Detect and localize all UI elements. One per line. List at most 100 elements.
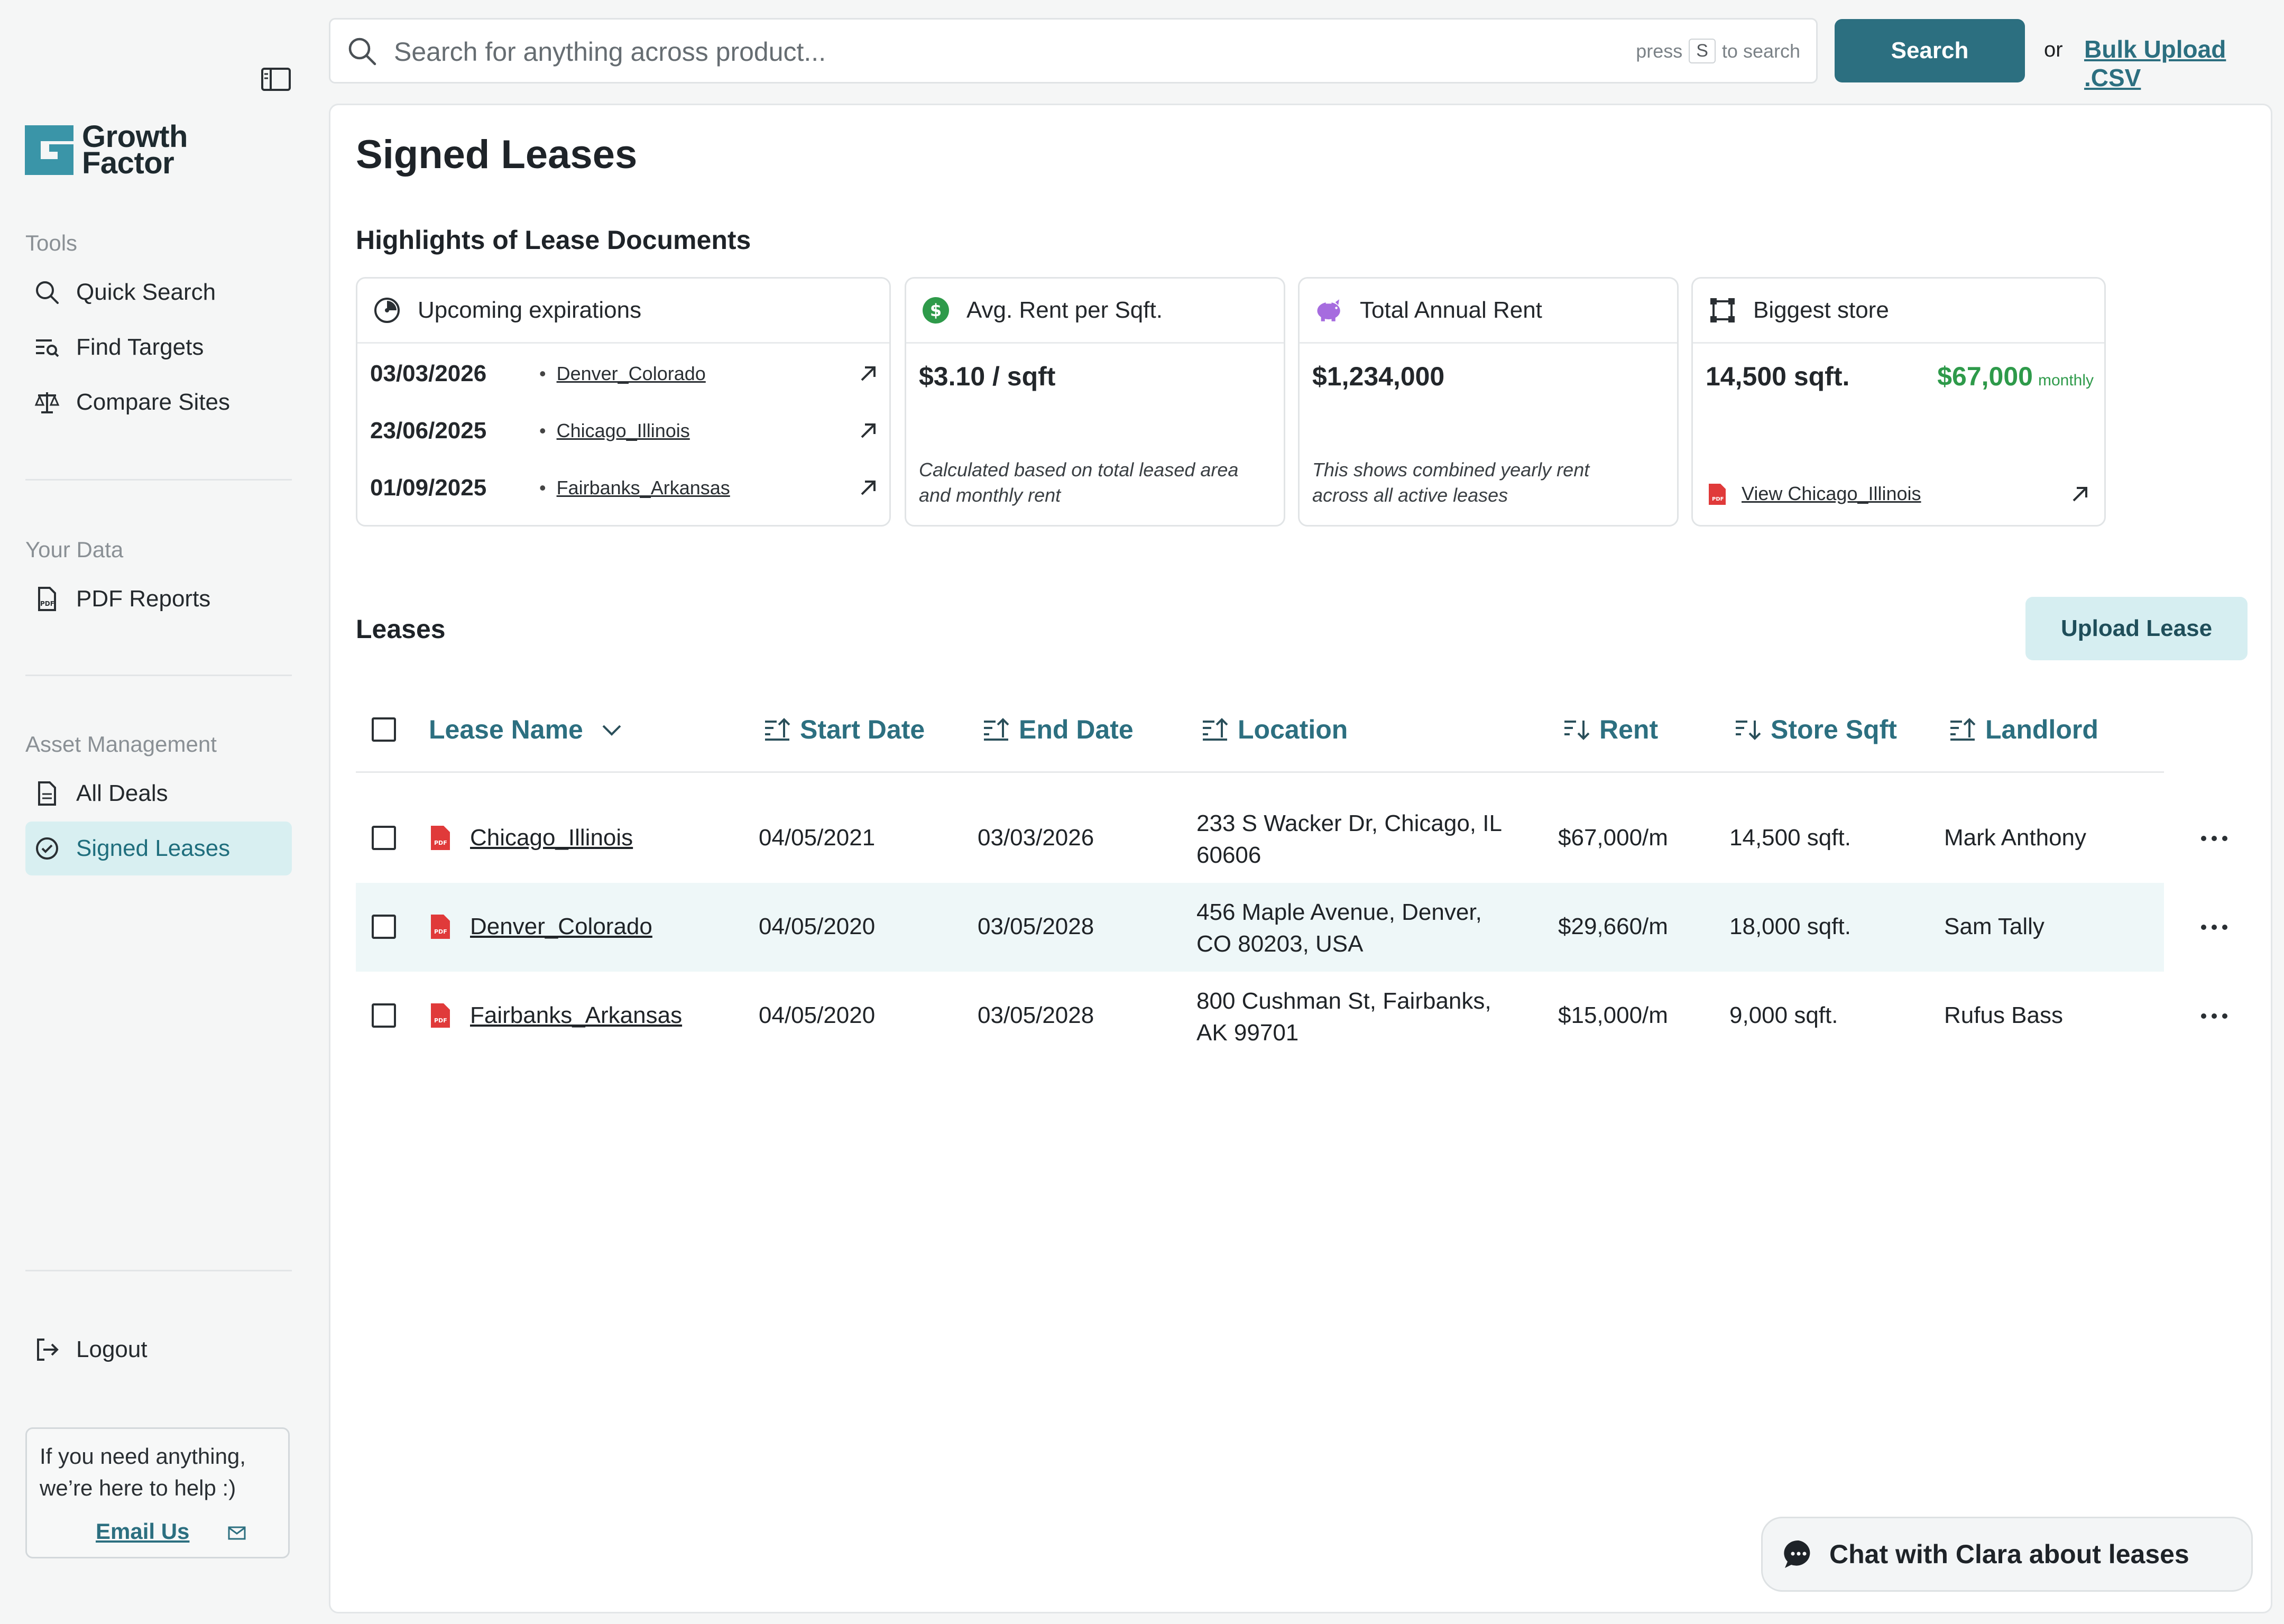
note-line: Calculated based on total leased area [919,459,1239,481]
sidebar-item-label: Compare Sites [76,389,231,415]
svg-text:PDF: PDF [1712,496,1724,502]
sidebar-item-compare-sites[interactable]: Compare Sites [25,375,292,429]
nav-section-asset-management: Asset Management [25,732,217,756]
leases-table-header: Lease Name Start Date End Date Location … [356,687,2164,773]
table-row[interactable]: PDF Denver_Colorado 04/05/2020 03/05/202… [356,883,2227,972]
note-line: This shows combined yearly rent [1312,459,1590,481]
page-title: Signed Leases [356,132,638,177]
sidebar-item-label: PDF Reports [76,586,211,612]
dollar-circle-icon: $ [921,296,951,325]
nav-section-your-data: Your Data [25,537,124,562]
expiration-lease-link[interactable]: Fairbanks_Arkansas [556,477,730,499]
column-header-label: Lease Name [429,715,583,744]
svg-text:PDF: PDF [434,1017,447,1024]
expiration-lease-link[interactable]: Denver_Colorado [556,363,706,384]
sidebar-item-all-deals[interactable]: All Deals [25,767,292,820]
annual-rent-note: This shows combined yearly rent across a… [1312,457,1589,508]
column-header-label: Rent [1599,715,1659,744]
logo-text-line2: Factor [82,146,174,180]
start-date-cell: 04/05/2020 [759,914,876,939]
svg-text:$: $ [930,300,942,320]
lease-name-link[interactable]: Denver_Colorado [470,914,652,939]
pdf-icon: PDF [1708,483,1727,506]
help-box: If you need anything, we’re here to help… [25,1427,290,1558]
note-line: across all active leases [1312,484,1508,506]
sidebar: Growth Factor Tools Quick Search Find Ta… [0,0,317,1624]
lease-name-link[interactable]: Chicago_Illinois [470,825,633,851]
row-checkbox[interactable] [372,826,396,850]
open-arrow-icon[interactable] [859,364,878,383]
svg-text:PDF: PDF [434,839,447,846]
column-header-end-date[interactable]: End Date [982,711,1134,748]
card-title: Upcoming expirations [418,297,642,323]
view-biggest-store-link[interactable]: View Chicago_Illinois [1742,483,1921,504]
sidebar-item-pdf-reports[interactable]: PDF PDF Reports [25,572,292,626]
select-all-checkbox[interactable] [372,717,396,742]
search-button[interactable]: Search [1835,19,2025,82]
column-header-start-date[interactable]: Start Date [763,711,925,748]
app-logo[interactable]: Growth Factor [25,119,188,180]
sidebar-item-label: Signed Leases [76,835,231,861]
start-date-cell: 04/05/2020 [759,1002,876,1028]
email-us-link[interactable]: Email Us [96,1519,190,1544]
biggest-store-sqft: 14,500 sqft. [1706,362,1850,391]
table-row[interactable]: PDF Fairbanks_Arkansas 04/05/2020 03/05/… [356,972,2227,1060]
note-line: and monthly rent [919,484,1061,506]
logout-button[interactable]: Logout [25,1323,292,1377]
chat-with-clara-button[interactable]: Chat with Clara about leases [1761,1517,2253,1592]
pdf-icon: PDF [430,1002,451,1029]
expiration-date: 03/03/2026 [370,361,487,386]
sort-desc-icon [1734,717,1762,742]
sort-asc-icon [982,717,1010,742]
upload-lease-button[interactable]: Upload Lease [2025,597,2248,660]
row-checkbox[interactable] [372,915,396,939]
open-arrow-icon[interactable] [859,478,878,497]
location-cell: 456 Maple Avenue, Denver, CO 80203, USA [1196,897,1482,960]
avg-rent-value: $3.10 / sqft [919,362,1056,391]
check-circle-icon [32,833,62,864]
more-options-icon[interactable] [2196,911,2233,943]
location-cell: 800 Cushman St, Fairbanks, AK 99701 [1196,985,1491,1049]
more-options-icon[interactable] [2196,1000,2233,1032]
lease-name-link[interactable]: Fairbanks_Arkansas [470,1002,683,1028]
sidebar-item-signed-leases[interactable]: Signed Leases [25,822,292,875]
end-date-cell: 03/05/2028 [978,914,1094,939]
search-shortcut-hint: press S to search [1636,39,1800,63]
landlord-cell: Sam Tally [1944,914,2044,939]
sidebar-item-label: Find Targets [76,334,204,360]
sidebar-collapse-icon[interactable] [260,66,292,93]
location-line: 456 Maple Avenue, Denver, [1196,899,1482,925]
open-arrow-icon[interactable] [859,421,878,440]
sidebar-item-find-targets[interactable]: Find Targets [25,320,292,374]
expiration-date: 23/06/2025 [370,418,487,444]
growth-factor-logo-icon [25,125,73,175]
expiration-lease-link[interactable]: Chicago_Illinois [556,420,690,441]
column-header-lease-name[interactable]: Lease Name [429,711,623,748]
sidebar-divider [25,675,292,676]
global-search-input[interactable] [393,30,1611,73]
row-checkbox[interactable] [372,1003,396,1028]
avg-rent-note: Calculated based on total leased area an… [919,457,1238,508]
landlord-cell: Rufus Bass [1944,1002,2063,1028]
table-row[interactable]: PDF Chicago_Illinois 04/05/2021 03/03/20… [356,794,2227,883]
column-header-rent[interactable]: Rent [1562,711,1658,748]
column-header-label: Location [1238,715,1348,744]
logo-text-line1: Growth [82,119,188,154]
rent-cell: $67,000/m [1558,825,1668,851]
column-header-store-sqft[interactable]: Store Sqft [1734,711,1897,748]
sort-asc-icon [763,717,791,742]
open-arrow-icon[interactable] [2070,485,2089,504]
location-line: 233 S Wacker Dr, Chicago, IL [1196,810,1502,836]
sidebar-item-quick-search[interactable]: Quick Search [25,265,292,319]
nav-section-tools: Tools [25,230,78,255]
help-text: If you need anything, we’re here to help… [40,1444,246,1500]
location-line: AK 99701 [1196,1020,1299,1046]
filter-search-icon [32,332,62,363]
column-header-location[interactable]: Location [1201,711,1348,748]
more-options-icon[interactable] [2196,823,2233,854]
sort-asc-icon [1948,717,1977,742]
bulk-upload-csv-link[interactable]: Bulk Upload .CSV [2084,35,2226,91]
hint-key: S [1689,39,1716,63]
column-header-label: Start Date [800,715,925,744]
column-header-landlord[interactable]: Landlord [1948,711,2098,748]
